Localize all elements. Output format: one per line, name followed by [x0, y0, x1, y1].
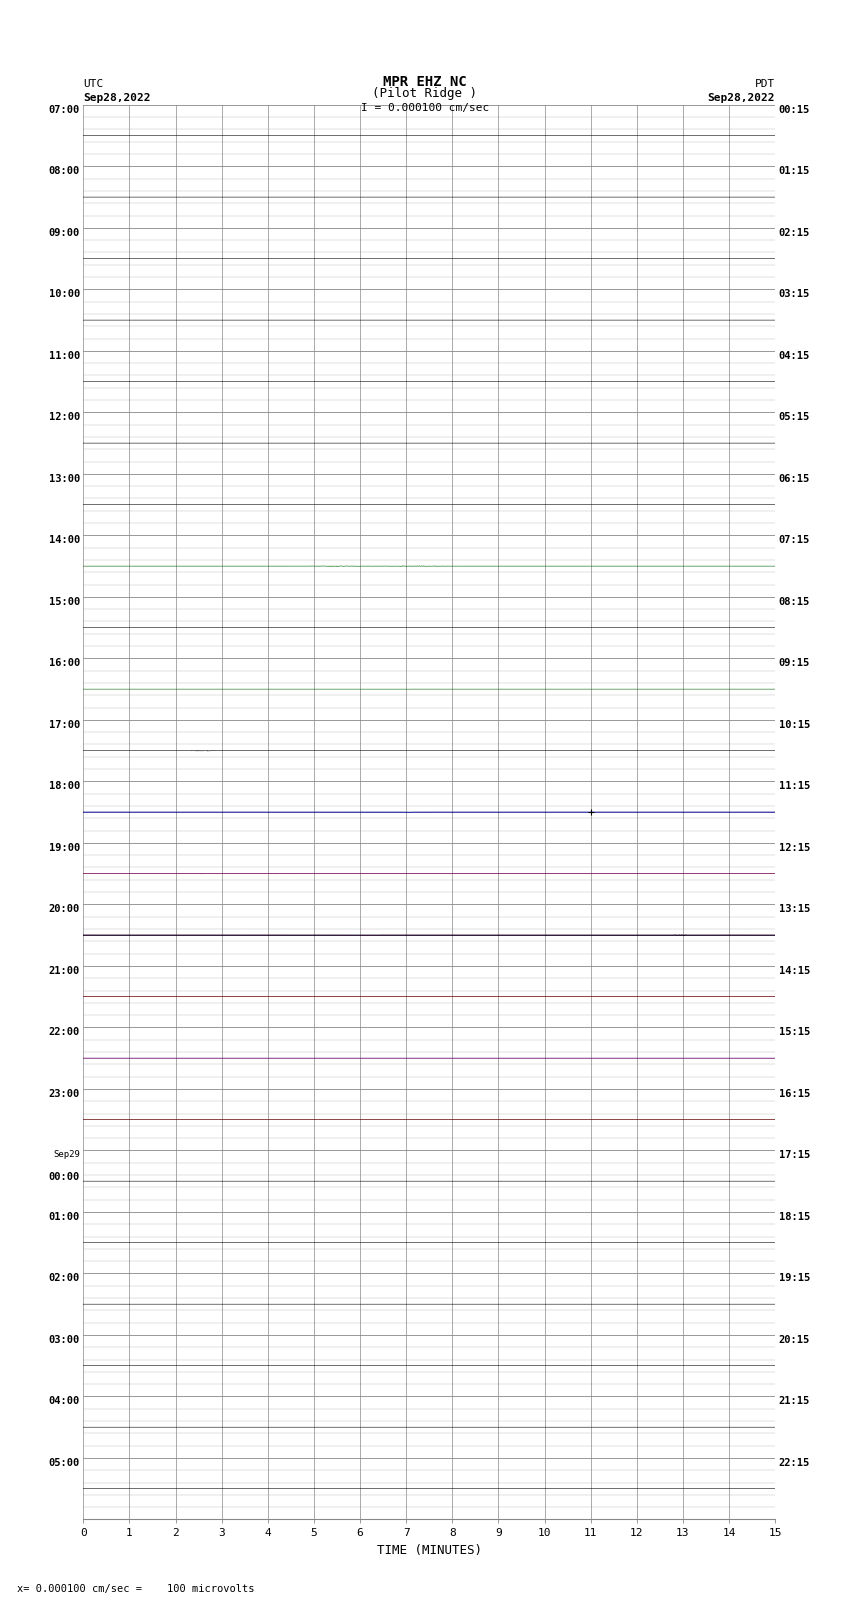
Text: 03:15: 03:15: [779, 289, 810, 300]
Text: 20:15: 20:15: [779, 1336, 810, 1345]
X-axis label: TIME (MINUTES): TIME (MINUTES): [377, 1544, 482, 1557]
Text: 13:00: 13:00: [48, 474, 80, 484]
Text: 17:15: 17:15: [779, 1150, 810, 1160]
Text: 04:15: 04:15: [779, 352, 810, 361]
Text: 02:00: 02:00: [48, 1273, 80, 1284]
Text: 03:00: 03:00: [48, 1336, 80, 1345]
Text: 15:00: 15:00: [48, 597, 80, 606]
Text: 20:00: 20:00: [48, 905, 80, 915]
Text: 08:15: 08:15: [779, 597, 810, 606]
Text: 16:00: 16:00: [48, 658, 80, 668]
Text: 19:00: 19:00: [48, 844, 80, 853]
Text: x= 0.000100 cm/sec =    100 microvolts: x= 0.000100 cm/sec = 100 microvolts: [17, 1584, 254, 1594]
Text: 19:15: 19:15: [779, 1273, 810, 1284]
Text: 14:00: 14:00: [48, 536, 80, 545]
Text: 04:00: 04:00: [48, 1397, 80, 1407]
Text: 00:00: 00:00: [48, 1173, 80, 1182]
Text: 01:00: 01:00: [48, 1211, 80, 1223]
Text: Sep28,2022: Sep28,2022: [83, 94, 150, 103]
Text: MPR EHZ NC: MPR EHZ NC: [383, 74, 467, 89]
Text: 17:00: 17:00: [48, 719, 80, 731]
Text: 23:00: 23:00: [48, 1089, 80, 1098]
Text: 00:15: 00:15: [779, 105, 810, 115]
Text: 18:00: 18:00: [48, 781, 80, 792]
Text: 21:00: 21:00: [48, 966, 80, 976]
Text: 09:00: 09:00: [48, 227, 80, 237]
Text: 10:15: 10:15: [779, 719, 810, 731]
Text: 16:15: 16:15: [779, 1089, 810, 1098]
Text: 21:15: 21:15: [779, 1397, 810, 1407]
Text: 10:00: 10:00: [48, 289, 80, 300]
Text: 22:00: 22:00: [48, 1027, 80, 1037]
Text: 15:15: 15:15: [779, 1027, 810, 1037]
Text: UTC: UTC: [83, 79, 104, 89]
Text: 12:15: 12:15: [779, 844, 810, 853]
Text: 02:15: 02:15: [779, 227, 810, 237]
Text: 12:00: 12:00: [48, 413, 80, 423]
Text: 11:15: 11:15: [779, 781, 810, 792]
Text: 05:15: 05:15: [779, 413, 810, 423]
Text: 07:00: 07:00: [48, 105, 80, 115]
Text: 14:15: 14:15: [779, 966, 810, 976]
Text: 08:00: 08:00: [48, 166, 80, 176]
Text: Sep28,2022: Sep28,2022: [708, 94, 775, 103]
Text: 07:15: 07:15: [779, 536, 810, 545]
Text: 18:15: 18:15: [779, 1211, 810, 1223]
Text: 22:15: 22:15: [779, 1458, 810, 1468]
Text: PDT: PDT: [755, 79, 775, 89]
Text: 05:00: 05:00: [48, 1458, 80, 1468]
Text: 13:15: 13:15: [779, 905, 810, 915]
Text: 01:15: 01:15: [779, 166, 810, 176]
Text: 09:15: 09:15: [779, 658, 810, 668]
Text: 06:15: 06:15: [779, 474, 810, 484]
Text: 11:00: 11:00: [48, 352, 80, 361]
Text: Sep29: Sep29: [53, 1150, 80, 1160]
Text: (Pilot Ridge ): (Pilot Ridge ): [372, 87, 478, 100]
Text: I = 0.000100 cm/sec: I = 0.000100 cm/sec: [361, 103, 489, 113]
